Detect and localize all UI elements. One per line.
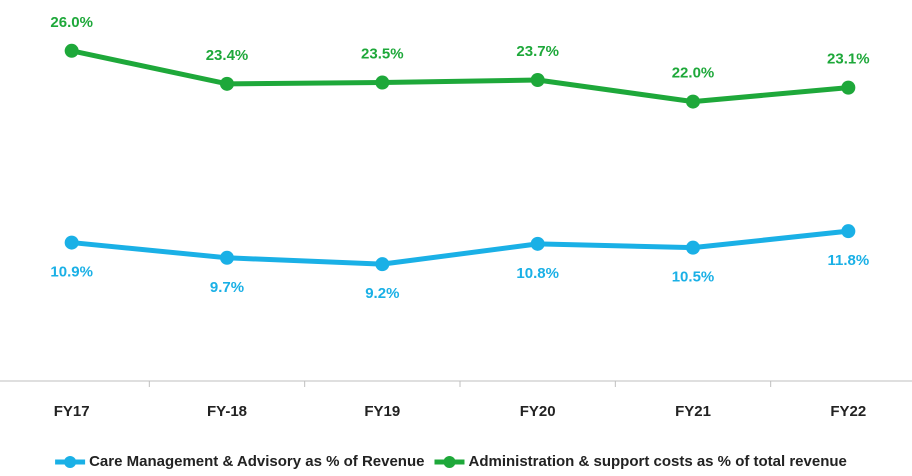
data-label: 26.0%: [50, 14, 93, 31]
data-label: 23.4%: [206, 47, 249, 64]
data-label: 9.7%: [210, 279, 244, 296]
data-label: 10.8%: [516, 265, 559, 282]
point: [375, 257, 390, 272]
data-label: 9.2%: [365, 285, 399, 302]
point: [530, 73, 545, 88]
x-tick-label: FY17: [54, 403, 90, 420]
point: [64, 235, 79, 250]
x-tick-label: FY21: [675, 403, 711, 420]
series-line: [71, 48, 849, 105]
point: [64, 43, 79, 58]
legend-marker: [443, 456, 456, 468]
point: [220, 76, 234, 91]
legend-label: Administration & support costs as % of t…: [468, 453, 846, 470]
point: [375, 75, 390, 90]
data-label: 22.0%: [672, 65, 715, 82]
point: [686, 240, 700, 255]
legend-label: Care Management & Advisory as % of Reven…: [89, 453, 424, 470]
data-label: 10.9%: [50, 264, 93, 281]
data-label: 23.5%: [361, 46, 404, 63]
x-tick-label: FY20: [520, 403, 556, 420]
x-tick-label: FY-18: [207, 403, 247, 420]
point: [220, 250, 234, 265]
data-label: 23.1%: [827, 51, 870, 68]
point: [686, 94, 700, 109]
data-label: 11.8%: [827, 252, 869, 269]
point: [841, 224, 856, 239]
x-tick-label: FY22: [830, 403, 866, 420]
x-tick-label: FY19: [364, 403, 400, 420]
data-label: 23.7%: [516, 43, 559, 60]
point: [530, 236, 545, 251]
legend-marker: [64, 456, 77, 468]
point: [841, 80, 856, 95]
data-label: 10.5%: [672, 269, 715, 286]
series-line: [71, 228, 849, 267]
